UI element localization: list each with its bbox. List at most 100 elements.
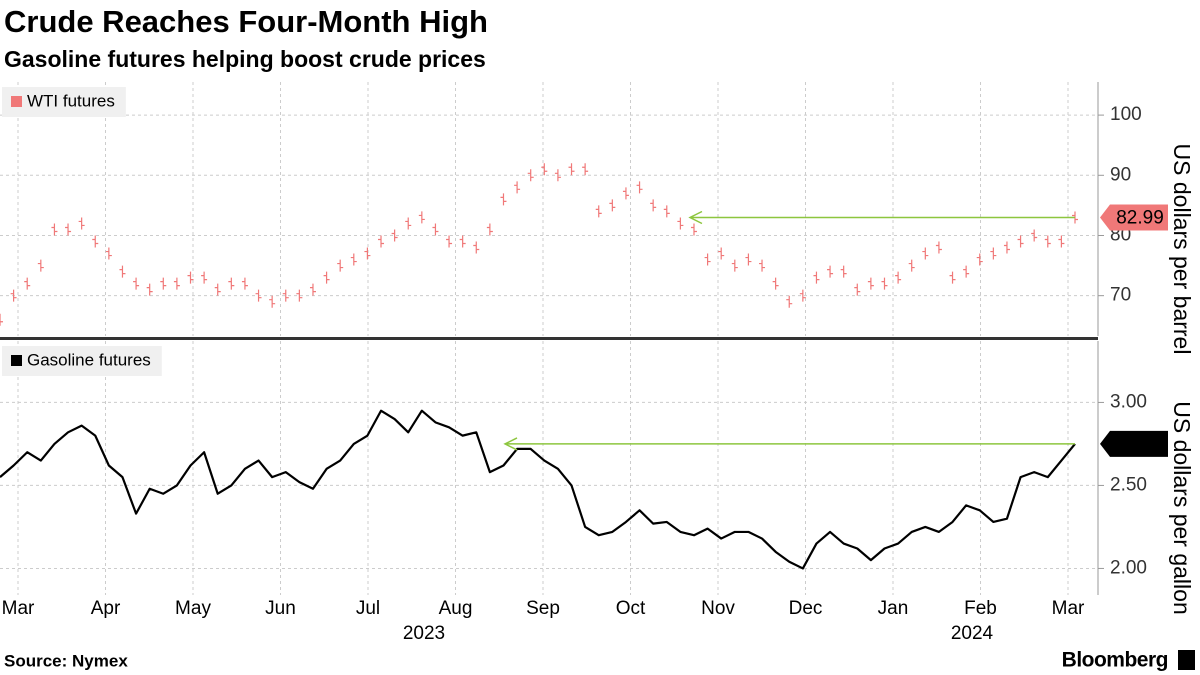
x-tick-label: Jun [265, 598, 296, 619]
price-tick [486, 223, 493, 236]
x-tick-label: Dec [789, 598, 823, 619]
x-tick-label: Nov [701, 598, 735, 619]
y-axis-label: US dollars per barrel [1169, 144, 1195, 355]
price-tick [1003, 241, 1010, 254]
price-tick [173, 277, 180, 290]
price-tick [1017, 235, 1024, 248]
price-tick [1058, 235, 1065, 248]
price-tick [37, 259, 44, 272]
y-tick-label: 100 [1110, 104, 1142, 125]
price-tick [337, 259, 344, 272]
y-tick-label: 2.00 [1110, 557, 1147, 578]
price-tick [554, 169, 561, 182]
price-tick [241, 277, 248, 290]
last-value-tag [1100, 204, 1168, 231]
x-tick-label: Jan [878, 598, 909, 619]
price-tick [935, 241, 942, 254]
x-tick-label: Sep [526, 598, 560, 619]
legend-label: WTI futures [27, 91, 115, 110]
price-tick [650, 199, 657, 212]
price-tick [813, 271, 820, 284]
price-tick [119, 265, 126, 278]
price-tick [0, 313, 3, 326]
x-tick-label: Jul [356, 598, 380, 619]
x-tick-label: Oct [616, 598, 646, 619]
price-tick [350, 253, 357, 266]
price-tick [922, 247, 929, 260]
price-tick [827, 265, 834, 278]
price-tick [963, 265, 970, 278]
x-tick-label: May [175, 598, 211, 619]
price-tick [704, 253, 711, 266]
last-value-label: 2.75 [1122, 434, 1159, 455]
price-tick [867, 277, 874, 290]
price-tick [663, 205, 670, 218]
chart-subtitle: Gasoline futures helping boost crude pri… [4, 46, 486, 72]
price-tick [391, 229, 398, 242]
price-tick [296, 289, 303, 302]
price-tick [799, 289, 806, 302]
price-tick [1044, 235, 1051, 248]
price-tick [146, 283, 153, 296]
legend-swatch [11, 355, 22, 366]
last-value-tag [1100, 430, 1168, 457]
price-tick [105, 247, 112, 260]
price-tick [269, 295, 276, 308]
price-tick [309, 283, 316, 296]
price-tick [772, 277, 779, 290]
price-tick [840, 265, 847, 278]
price-tick [214, 283, 221, 296]
price-tick [745, 253, 752, 266]
price-tick [514, 181, 521, 194]
brand-icon [1178, 650, 1195, 670]
price-tick [759, 259, 766, 272]
price-tick [976, 253, 983, 266]
price-tick [622, 187, 629, 200]
price-tick [92, 235, 99, 248]
price-tick [133, 277, 140, 290]
price-tick [160, 277, 167, 290]
price-tick [541, 163, 548, 176]
price-tick [432, 223, 439, 236]
price-tick [582, 163, 589, 176]
x-tick-label: Aug [439, 598, 473, 619]
legend-label: Gasoline futures [27, 350, 151, 369]
brand: Bloomberg [1062, 649, 1168, 672]
price-tick [990, 247, 997, 260]
x-tick-label: Mar [1052, 598, 1085, 619]
y-tick-label: 90 [1110, 164, 1131, 185]
price-tick [51, 223, 58, 236]
year-label: 2024 [951, 623, 994, 644]
price-tick [24, 277, 31, 290]
price-tick [949, 271, 956, 284]
legend: WTI futures [2, 87, 126, 117]
x-tick-label: Mar [2, 598, 35, 619]
price-tick [500, 193, 507, 206]
price-tick [881, 277, 888, 290]
price-tick [10, 289, 17, 302]
y-tick-label: 70 [1110, 285, 1131, 306]
reference-arrow [503, 437, 1075, 451]
last-value-label: 82.99 [1116, 208, 1164, 229]
legend-bg [2, 346, 162, 376]
price-tick [418, 211, 425, 224]
x-tick-label: Apr [91, 598, 121, 619]
price-tick [609, 199, 616, 212]
price-tick [187, 271, 194, 284]
price-tick [527, 169, 534, 182]
price-tick [731, 259, 738, 272]
price-tick [786, 295, 793, 308]
source: Source: Nymex [4, 651, 128, 670]
chart-title: Crude Reaches Four-Month High [4, 4, 488, 39]
price-tick [364, 247, 371, 260]
price-tick [595, 205, 602, 218]
price-tick [1031, 229, 1038, 242]
year-label: 2023 [403, 623, 445, 644]
price-tick [568, 163, 575, 176]
price-tick [201, 271, 208, 284]
price-tick [854, 283, 861, 296]
legend-swatch [11, 96, 22, 107]
price-tick [718, 247, 725, 260]
reference-arrow [688, 210, 1075, 225]
